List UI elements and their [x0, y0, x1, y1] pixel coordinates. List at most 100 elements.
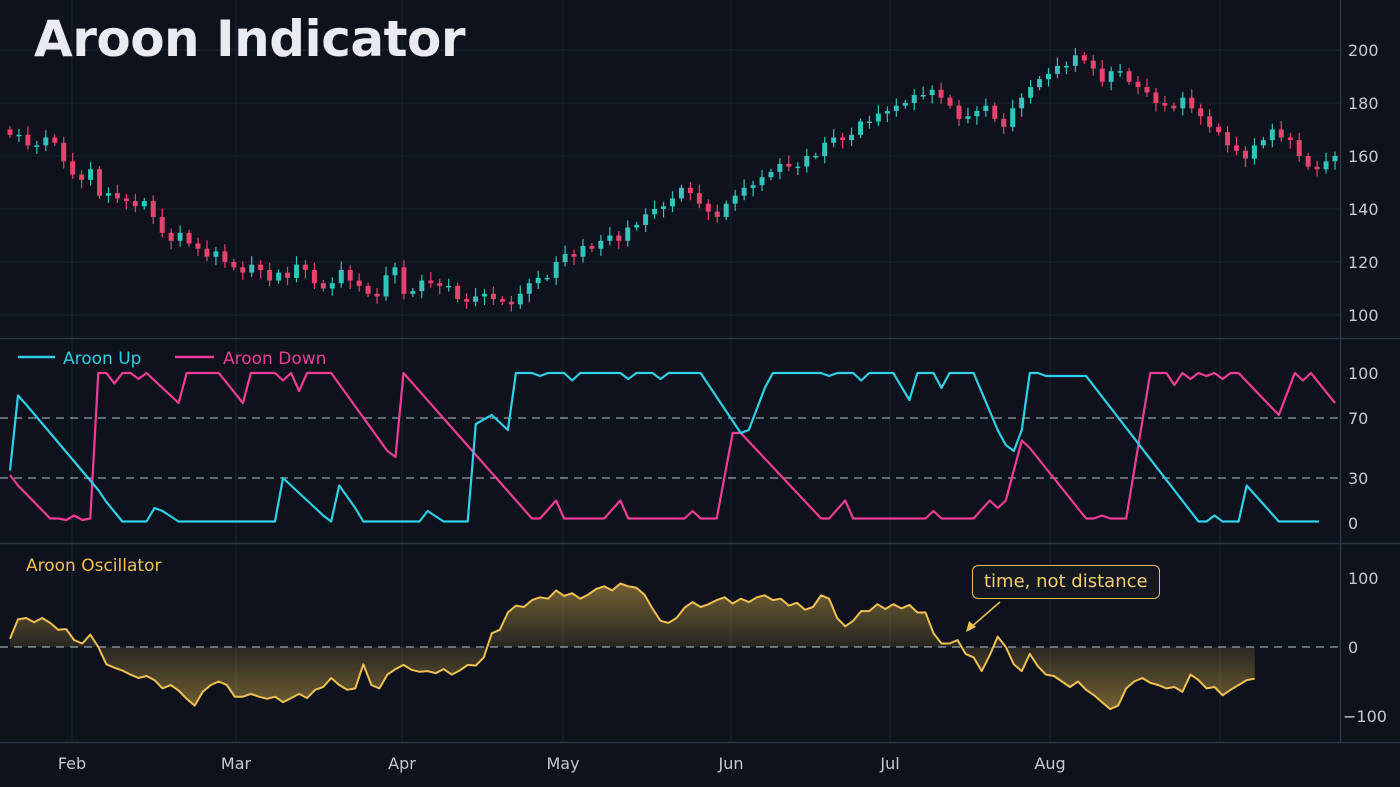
candle-body	[455, 285, 461, 300]
candle-body	[947, 97, 953, 106]
candle-body	[240, 267, 246, 273]
candle-body	[768, 171, 774, 178]
candle-body	[356, 280, 362, 286]
candle-body	[831, 137, 837, 143]
candle-body	[1305, 156, 1311, 167]
candle-body	[88, 169, 94, 180]
candle-body	[347, 269, 353, 281]
candle-body	[661, 206, 667, 209]
y-tick-oscillator: −100	[1343, 707, 1387, 726]
candle-body	[508, 301, 514, 305]
candle-body	[526, 283, 532, 294]
candle-body	[625, 227, 631, 241]
candle-body	[616, 235, 622, 241]
candle-body	[204, 248, 210, 257]
candle-body	[374, 293, 380, 297]
candle-body	[1296, 140, 1302, 156]
candle-body	[1108, 71, 1114, 82]
candle-body	[249, 264, 255, 273]
candle-body	[938, 89, 944, 98]
candle-body	[1144, 87, 1150, 93]
candle-body	[1099, 68, 1105, 82]
candle-body	[1117, 71, 1123, 73]
candle-body	[1287, 137, 1293, 141]
candle-body	[1207, 116, 1213, 127]
candle-body	[1251, 145, 1257, 159]
candle-body	[1269, 129, 1275, 141]
candle-body	[992, 105, 998, 119]
y-tick-aroon: 30	[1348, 469, 1368, 488]
candle-body	[105, 193, 111, 196]
candle-body	[302, 264, 308, 270]
candle-body	[1028, 87, 1034, 98]
candle-body	[643, 214, 649, 225]
candle-body	[79, 174, 85, 180]
candle-body	[293, 264, 299, 278]
candle-body	[723, 203, 729, 217]
candle-body	[114, 193, 120, 199]
candle-body	[1046, 73, 1052, 80]
candle-body	[535, 277, 541, 284]
candle-body	[61, 142, 67, 162]
x-tick-label: Apr	[388, 754, 416, 773]
annotation-arrow	[966, 601, 1001, 632]
candle-body	[52, 137, 58, 143]
candle-body	[258, 264, 264, 270]
candles	[7, 48, 1338, 312]
candle-body	[70, 161, 76, 175]
candle-body	[965, 116, 971, 119]
oscillator-panel-title: Aroon Oscillator	[26, 556, 161, 576]
candle-body	[168, 232, 174, 241]
candle-body	[490, 293, 496, 300]
candle-body	[1063, 65, 1069, 68]
candle-body	[759, 177, 765, 186]
candle-body	[1037, 79, 1043, 88]
candle-body	[929, 89, 935, 96]
candle-body	[1072, 55, 1078, 66]
candle-body	[849, 134, 855, 141]
y-tick-price: 200	[1348, 41, 1379, 60]
candle-body	[983, 105, 989, 111]
candle-body	[1171, 105, 1177, 109]
candle-body	[1019, 97, 1025, 109]
candle-body	[123, 198, 129, 202]
y-tick-price: 180	[1348, 94, 1379, 113]
candle-body	[499, 299, 505, 302]
candle-body	[589, 246, 595, 249]
candle-body	[652, 209, 658, 215]
candle-body	[714, 211, 720, 217]
aroon-up-line	[8, 371, 1319, 523]
candle-body	[1234, 145, 1240, 151]
candle-body	[383, 275, 389, 297]
candle-body	[25, 134, 31, 146]
candle-body	[267, 269, 273, 281]
candle-body	[428, 280, 434, 284]
candle-body	[562, 254, 568, 262]
x-tick-label: Mar	[221, 754, 252, 773]
candle-body	[16, 134, 22, 137]
candle-body	[222, 251, 228, 262]
y-tick-aroon: 70	[1348, 409, 1368, 428]
candle-body	[195, 243, 201, 249]
candle-body	[822, 142, 828, 156]
candle-body	[678, 187, 684, 199]
candle-body	[884, 110, 890, 114]
candle-body	[1010, 108, 1016, 127]
candle-body	[231, 262, 237, 268]
candle-body	[544, 277, 550, 280]
candle-body	[1153, 92, 1159, 103]
candle-body	[213, 251, 219, 257]
candle-body	[329, 283, 335, 289]
legend-label-aroon-down: Aroon Down	[223, 349, 326, 369]
x-tick-label: Jun	[718, 754, 744, 773]
candle-body	[1216, 126, 1222, 133]
candle-body	[553, 262, 559, 278]
candle-body	[813, 156, 819, 158]
candle-body	[705, 203, 711, 212]
candle-body	[1198, 108, 1204, 117]
y-tick-oscillator: 100	[1348, 569, 1379, 588]
candle-body	[1180, 97, 1186, 109]
oscillator-line	[9, 582, 1255, 711]
y-tick-oscillator: 0	[1348, 638, 1358, 657]
